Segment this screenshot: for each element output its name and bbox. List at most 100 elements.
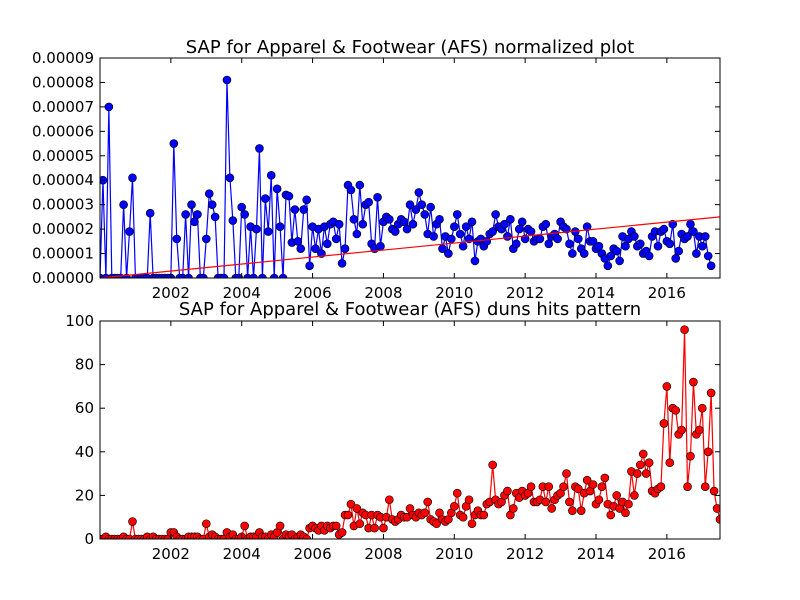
x-tick-label: 2016 xyxy=(648,545,686,563)
data-point xyxy=(169,139,179,148)
data-point xyxy=(621,241,630,251)
data-point xyxy=(503,486,512,496)
data-point xyxy=(349,215,359,224)
data-point xyxy=(615,256,624,266)
data-point xyxy=(417,200,427,209)
data-point xyxy=(509,504,518,513)
y-tick-label: 0.00001 xyxy=(32,245,94,263)
data-point xyxy=(511,239,521,249)
data-point xyxy=(305,261,314,271)
x-tick-label: 2008 xyxy=(364,284,402,302)
data-point xyxy=(190,217,199,227)
data-point xyxy=(275,222,285,231)
data-point xyxy=(461,222,471,231)
data-point xyxy=(659,419,669,428)
data-point xyxy=(644,458,654,468)
data-point xyxy=(334,219,344,229)
x-tick-label: 2004 xyxy=(223,545,261,563)
data-point xyxy=(686,219,695,229)
data-point xyxy=(411,205,421,214)
data-point xyxy=(680,325,689,335)
data-point xyxy=(255,144,264,153)
chart-title: SAP for Apparel & Footwear (AFS) normali… xyxy=(186,37,634,58)
data-point xyxy=(665,239,675,249)
data-point xyxy=(697,241,707,251)
data-point xyxy=(677,425,686,435)
x-tick-label: 2006 xyxy=(293,284,331,302)
data-point xyxy=(390,227,400,236)
data-point xyxy=(172,234,182,244)
y-tick-label: 80 xyxy=(75,356,94,374)
data-point xyxy=(376,241,385,251)
y-tick-label: 0.00006 xyxy=(32,122,94,140)
data-point xyxy=(219,273,229,278)
y-tick-label: 0.00005 xyxy=(32,147,94,165)
data-point xyxy=(514,224,524,234)
data-point xyxy=(258,273,267,278)
y-tick-label: 0.00003 xyxy=(32,196,94,214)
data-point xyxy=(249,273,258,278)
data-point xyxy=(302,195,311,205)
plot-area xyxy=(100,75,720,278)
y-tick-label: 60 xyxy=(75,399,94,417)
data-point xyxy=(695,425,704,435)
data-point xyxy=(526,227,536,236)
data-point xyxy=(606,251,616,261)
data-point xyxy=(364,197,373,207)
data-point xyxy=(703,447,713,457)
data-point xyxy=(479,510,489,520)
data-point xyxy=(104,102,114,112)
data-point xyxy=(565,239,574,249)
data-point xyxy=(506,215,515,224)
data-point xyxy=(426,202,435,212)
data-point xyxy=(302,534,311,539)
data-point xyxy=(429,232,438,241)
data-point xyxy=(606,510,616,520)
data-point xyxy=(547,504,557,513)
data-point xyxy=(458,512,468,522)
data-point xyxy=(576,506,586,515)
data-point xyxy=(553,234,562,244)
data-point xyxy=(358,219,368,229)
data-point xyxy=(683,232,692,241)
data-point xyxy=(565,497,574,507)
x-tick-label: 2002 xyxy=(152,545,190,563)
data-point xyxy=(193,210,202,219)
data-point xyxy=(544,239,554,249)
data-point xyxy=(240,210,249,219)
data-point xyxy=(261,194,270,203)
data-point xyxy=(671,254,681,263)
x-tick-label: 2002 xyxy=(152,284,190,302)
data-point xyxy=(671,406,681,415)
data-point xyxy=(355,519,365,529)
data-point xyxy=(272,184,282,194)
trend-line xyxy=(100,216,720,278)
x-tick-label: 2016 xyxy=(648,284,686,302)
data-point xyxy=(207,200,217,209)
data-point xyxy=(435,215,444,224)
data-point xyxy=(703,251,713,261)
data-point xyxy=(145,208,155,218)
chart-title: SAP for Apparel & Footwear (AFS) duns hi… xyxy=(179,299,641,320)
normalized-plot: SAP for Apparel & Footwear (AFS) normali… xyxy=(32,37,721,302)
data-point xyxy=(444,249,453,258)
duns-hits-plot: SAP for Apparel & Footwear (AFS) duns hi… xyxy=(65,299,721,563)
data-point xyxy=(588,480,598,489)
data-point xyxy=(568,506,577,515)
data-point xyxy=(370,523,379,533)
data-point xyxy=(408,219,418,229)
data-point xyxy=(420,210,430,219)
data-point xyxy=(184,273,193,278)
data-point xyxy=(125,227,134,236)
data-point xyxy=(535,234,545,244)
data-point xyxy=(187,200,196,209)
y-tick-label: 100 xyxy=(65,312,94,330)
y-tick-label: 20 xyxy=(75,486,94,504)
data-point xyxy=(204,189,214,198)
x-tick-label: 2006 xyxy=(293,545,331,563)
data-point xyxy=(352,504,362,513)
data-point xyxy=(331,234,341,244)
x-tick-label: 2012 xyxy=(506,545,544,563)
data-point xyxy=(237,202,247,212)
